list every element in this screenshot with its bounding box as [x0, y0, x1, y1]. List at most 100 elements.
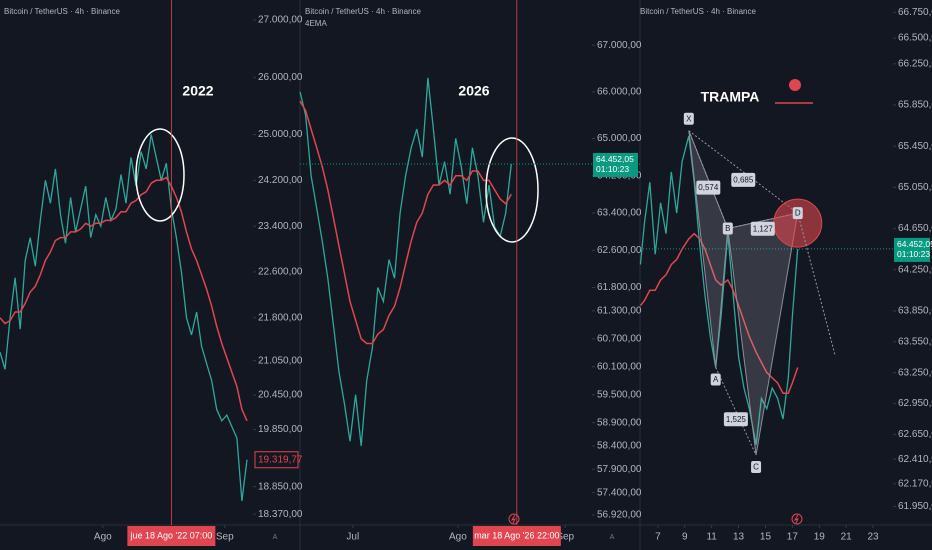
pattern-point-box [792, 207, 803, 220]
price-label: 64.452,05 [596, 154, 634, 164]
x-tick-label: 19 [814, 532, 826, 543]
ratio-label: 0,574 [698, 183, 719, 192]
ema-line [299, 100, 512, 345]
y-tick-label: 62.600,00 [597, 245, 642, 256]
price-label-box [593, 152, 638, 177]
x-tick-label: 13 [733, 532, 745, 543]
y-tick-label: 24.200,00 [258, 175, 303, 186]
y-tick-label: 60.100,00 [597, 361, 642, 372]
pattern-point-box [710, 373, 721, 386]
signal-dot [789, 79, 801, 91]
pattern-leg [688, 130, 799, 214]
x-tick-label: 23 [867, 532, 879, 543]
y-tick-label: 65.000,00 [597, 133, 642, 144]
y-tick-label: 21.050,00 [258, 355, 303, 366]
y-tick-label: 66.250,00 [898, 58, 932, 69]
y-tick-label: 56.920,00 [597, 510, 642, 521]
y-tick-label: 26.000,00 [258, 72, 303, 83]
y-tick-label: 62.950,00 [898, 398, 932, 409]
ratio-label: 1,127 [753, 224, 774, 233]
crosshair-label: jue 18 Ago '22 07:00 [129, 530, 212, 540]
y-tick-label: 66.750,00 [898, 7, 932, 18]
annotation: TRAMPA [701, 89, 760, 105]
y-tick-label: 66.500,00 [898, 33, 932, 44]
price-label-box [894, 237, 930, 262]
auto-button: A [273, 534, 278, 541]
price-label-box [254, 451, 299, 469]
chart-title: Bitcoin / TetherUS · 4h · Binance [305, 7, 421, 16]
crosshair-label-box [472, 526, 561, 546]
y-tick-label: 18.850,00 [258, 481, 303, 492]
y-tick-label: 25.000,00 [258, 129, 303, 140]
alert-icon [793, 514, 799, 524]
ema-line [639, 232, 799, 394]
y-tick-label: 63.550,00 [898, 336, 932, 347]
y-tick-label: 62.410,00 [898, 454, 932, 465]
x-tick-label: Ago [449, 532, 467, 543]
crosshair-label-box [127, 526, 216, 546]
y-tick-label: 59.500,00 [597, 389, 642, 400]
ratio-label: 1,525 [726, 415, 747, 424]
ratio-box [696, 180, 721, 195]
y-tick-label: 57.900,00 [597, 464, 642, 475]
alert-icon [791, 513, 803, 525]
ratio-box [750, 221, 775, 236]
y-tick-label: 67.000,00 [597, 40, 642, 51]
y-tick-label: 60.700,00 [597, 333, 642, 344]
x-tick-label: Sep [216, 532, 234, 543]
y-tick-label: 20.450,00 [258, 390, 303, 401]
y-tick-label: 23.400,00 [258, 221, 303, 232]
y-tick-label: 62.650,00 [898, 429, 932, 440]
projection [797, 212, 836, 356]
price-label: 64.452,05 [897, 239, 932, 249]
ratio-box [723, 412, 748, 427]
x-tick-label: 17 [787, 532, 799, 543]
pattern-bcd [727, 212, 799, 456]
alert-icon [508, 513, 520, 525]
y-tick-label: 64.650,00 [898, 223, 932, 234]
highlight-ring [135, 128, 185, 222]
annotation: 2022 [182, 83, 213, 99]
pattern-leg [688, 130, 729, 229]
x-tick-label: 21 [841, 532, 853, 543]
y-tick-label: 19.850,00 [258, 424, 303, 435]
pattern-leg [715, 367, 757, 456]
pattern-point-label: C [753, 463, 759, 472]
pattern-point-label: A [713, 375, 719, 384]
chart-title: Bitcoin / TetherUS · 4h · Binance [4, 7, 120, 16]
chart-subtitle: 4EMA [305, 19, 327, 28]
y-tick-label: 22.600,00 [258, 267, 303, 278]
y-tick-label: 65.850,00 [898, 100, 932, 111]
chart-title: Bitcoin / TetherUS · 4h · Binance [640, 7, 756, 16]
y-tick-label: 62.170,00 [898, 478, 932, 489]
annotation: 2026 [458, 83, 489, 99]
ratio-box [731, 172, 756, 187]
x-tick-label: 9 [682, 532, 688, 543]
pattern-point-label: D [795, 209, 801, 218]
price-countdown: 01:10:23 [897, 249, 930, 259]
x-tick-label: 15 [760, 532, 772, 543]
pattern-point-label: X [686, 114, 692, 123]
pattern-point-label: B [725, 224, 730, 233]
y-tick-label: 18.370,00 [258, 509, 303, 520]
crosshair-label: mar 18 Ago '26 22:00 [474, 530, 559, 540]
x-tick-label: 7 [655, 532, 661, 543]
x-tick-label: 11 [706, 532, 717, 543]
x-tick-label: Jul [346, 532, 359, 543]
pattern-point-box [683, 112, 694, 125]
y-tick-label: 63.400,00 [597, 208, 642, 219]
y-tick-label: 27.000,00 [258, 15, 303, 26]
pattern-point-box [751, 461, 762, 473]
auto-button: A [610, 534, 615, 541]
y-tick-label: 65.450,00 [898, 141, 932, 152]
y-tick-label: 58.400,00 [597, 441, 642, 452]
y-tick-label: 64.250,00 [898, 264, 932, 275]
highlight-ring [485, 137, 539, 243]
y-tick-label: 58.900,00 [597, 417, 642, 428]
y-tick-label: 61.950,00 [898, 501, 932, 512]
y-tick-label: 65.050,00 [898, 182, 932, 193]
y-tick-label: 61.300,00 [597, 305, 642, 316]
price-countdown: 01:10:23 [596, 164, 629, 174]
